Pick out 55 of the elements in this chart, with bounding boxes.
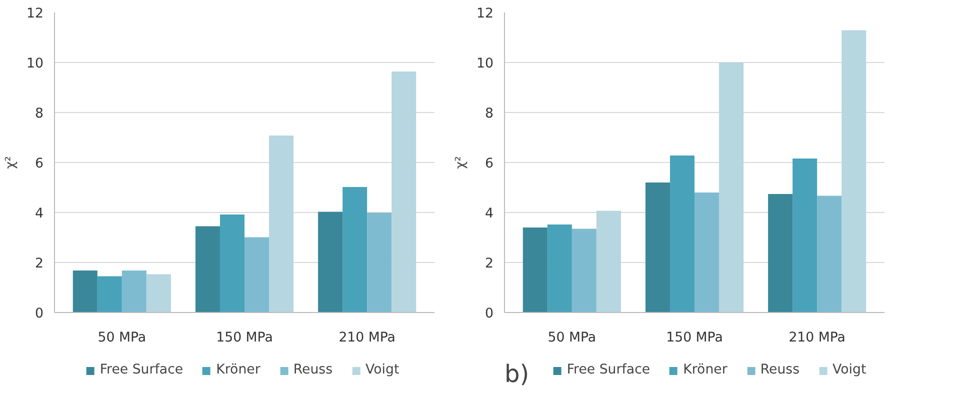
x-tick-label: 210 MPa: [338, 330, 396, 346]
x-tick-label: 50 MPa: [548, 330, 596, 346]
legend-label: Reuss: [293, 362, 333, 378]
bar: [392, 72, 416, 312]
bar: [318, 212, 343, 312]
bar: [842, 30, 866, 312]
bar: [122, 270, 146, 312]
bar: [220, 214, 244, 312]
x-tick-label: 150 MPa: [666, 330, 723, 346]
legend-label: Voigt: [832, 362, 866, 378]
y-tick-label: 10: [26, 56, 44, 72]
bar: [694, 192, 720, 312]
bar: [367, 212, 392, 312]
legend-label: Reuss: [760, 362, 800, 378]
bar: [97, 276, 122, 312]
bar: [342, 187, 368, 312]
y-tick-label: 6: [485, 156, 494, 172]
y-tick-label: 8: [485, 106, 494, 122]
bar: [269, 136, 294, 312]
y-tick-label: 8: [35, 106, 44, 122]
y-tick-label: 2: [35, 256, 44, 272]
y-tick-label: 2: [485, 256, 494, 272]
y-tick-label: 0: [485, 306, 494, 322]
y-tick-label: 4: [485, 206, 494, 222]
legend-label: Free Surface: [100, 362, 184, 378]
y-axis-title: χ²: [4, 156, 19, 169]
legend-label: Kröner: [683, 362, 728, 378]
bar: [670, 156, 694, 312]
legend-label: Voigt: [366, 362, 400, 378]
bar: [146, 274, 171, 312]
bar: [522, 228, 548, 312]
bar: [645, 182, 670, 312]
y-tick-label: 6: [35, 156, 44, 172]
bar: [72, 270, 98, 312]
y-tick-label: 10: [476, 56, 494, 72]
text: b): [504, 360, 530, 388]
bar: [719, 62, 744, 312]
bar: [547, 224, 572, 312]
bar: [572, 228, 596, 312]
legend-label: Kröner: [216, 362, 260, 378]
y-tick-label: 12: [26, 6, 44, 22]
legend-label: Free Surface: [566, 362, 650, 378]
bar: [817, 196, 842, 312]
y-tick-label: 4: [35, 206, 44, 222]
y-tick-label: 0: [35, 306, 44, 322]
bar: [596, 210, 621, 312]
bar: [244, 237, 270, 312]
bar: [768, 194, 793, 312]
x-tick-label: 210 MPa: [788, 330, 846, 346]
bar: [792, 158, 818, 312]
x-tick-label: 150 MPa: [216, 330, 273, 346]
y-axis-title: χ²: [454, 156, 469, 169]
bar: [195, 226, 220, 312]
x-tick-label: 50 MPa: [98, 330, 146, 346]
y-tick-label: 12: [476, 6, 494, 22]
